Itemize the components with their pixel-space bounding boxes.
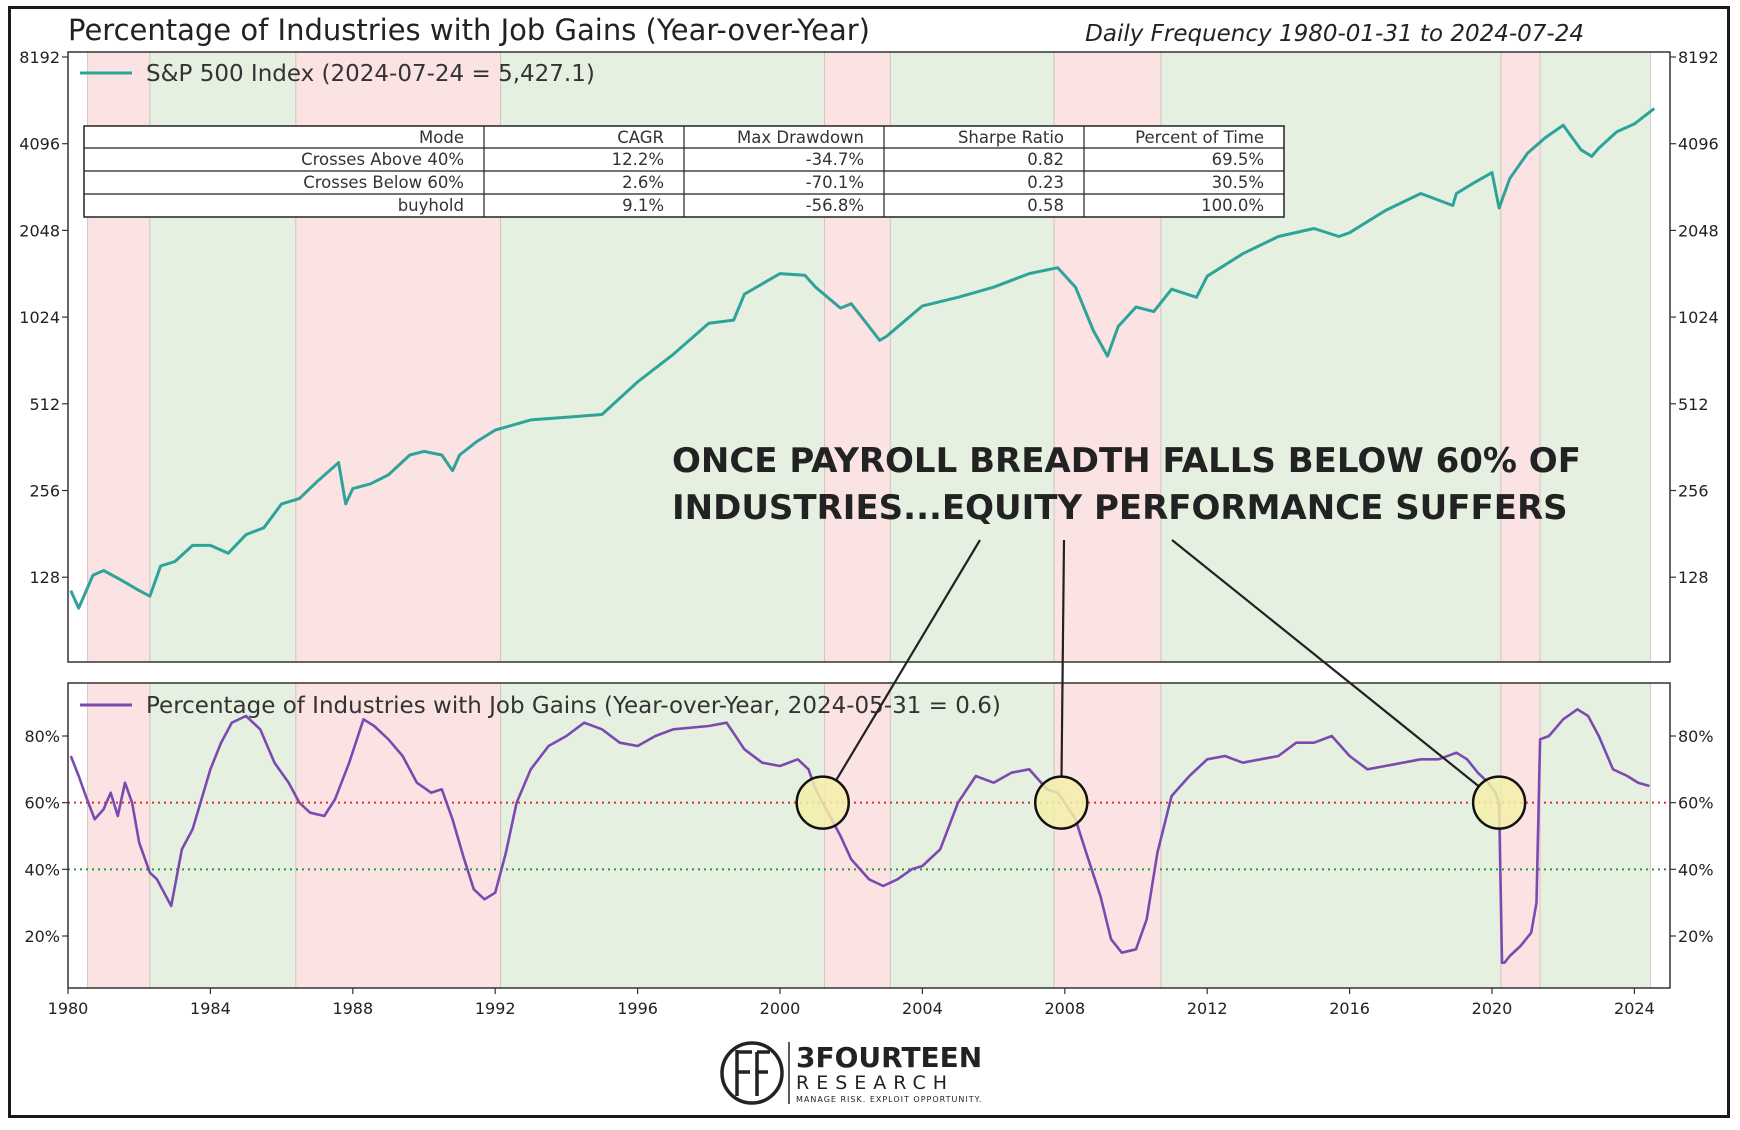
bottom-panel-border [67,682,1671,989]
top-y-tick-label-left: 2048 [19,221,60,240]
x-tick-label: 1988 [332,999,373,1018]
callout-group [795,539,1527,830]
annotation-line-1: ONCE PAYROLL BREADTH FALLS BELOW 60% OF [672,441,1581,481]
bottom-panel-regions [87,683,1651,988]
callout-connector [1171,539,1480,788]
table-cell: -70.1% [806,173,864,192]
bottom-panel-y-ticks: 20% 20% 40% 40% 60% 60% 80% 80% [24,727,1713,946]
top-region-green [1540,52,1651,662]
x-tick-label: 2020 [1472,999,1513,1018]
annotation-line-2: INDUSTRIES...EQUITY PERFORMANCE SUFFERS [672,488,1568,528]
bottom-region-red [824,683,891,988]
bottom-y-tick-label-left: 40% [24,860,60,879]
table-cell: -34.7% [806,150,864,169]
bottom-y-tick-label-right: 80% [1678,727,1714,746]
bottom-region-green [500,683,825,988]
top-y-tick-label-left: 128 [29,568,60,587]
x-tick-label: 2008 [1044,999,1085,1018]
breadth-legend-label: Percentage of Industries with Job Gains … [146,693,1001,719]
bottom-y-tick-label-left: 80% [24,727,60,746]
bottom-region-green [1160,683,1501,988]
callout-circle [1471,775,1527,830]
x-tick-label: 1996 [617,999,658,1018]
bottom-y-tick-label-left: 60% [24,794,60,813]
logo-mark-icon [735,1050,770,1096]
company-logo: 3FOURTEEN RESEARCH MANAGE RISK. EXPLOIT … [720,1041,982,1105]
table-cell: 9.1% [622,196,664,215]
callout-connector [1060,539,1066,777]
table-cell: 12.2% [612,150,664,169]
top-y-tick-label-right: 2048 [1678,221,1719,240]
table-cell: 69.5% [1212,150,1264,169]
callout-connector [835,539,981,781]
bottom-region-green [149,683,296,988]
table-header-cell: Max Drawdown [737,128,864,147]
logo-tagline: MANAGE RISK. EXPLOIT OPPORTUNITY. [796,1095,982,1104]
top-y-tick-label-right: 4096 [1678,135,1719,154]
top-y-tick-label-left: 512 [29,395,60,414]
sp500-line-group [69,107,1656,610]
top-y-tick-label-right: 512 [1678,395,1709,414]
x-tick-label: 1992 [475,999,516,1018]
x-tick-label: 2012 [1187,999,1228,1018]
top-y-tick-label-right: 8192 [1678,48,1719,67]
top-y-tick-label-left: 1024 [19,308,60,327]
table-cell: 2.6% [622,173,664,192]
x-tick-label: 2016 [1329,999,1370,1018]
x-tick-label: 1984 [190,999,231,1018]
table-header-cell: CAGR [617,128,664,147]
top-y-tick-label-right: 1024 [1678,308,1719,327]
top-y-tick-label-right: 256 [1678,482,1709,501]
table-header-cell: Mode [419,128,464,147]
table-cell: buyhold [398,196,464,215]
bottom-region-red [87,683,150,988]
logo-sub: RESEARCH [796,1072,954,1094]
bottom-region-green [1540,683,1651,988]
top-panel-border [67,51,1671,663]
bottom-y-tick-label-right: 20% [1678,927,1714,946]
bottom-y-tick-label-right: 40% [1678,860,1714,879]
bottom-region-red [1500,683,1541,988]
stats-table: Mode CAGR Max Drawdown Sharpe Ratio Percent … [83,125,1285,218]
x-tick-label: 2000 [760,999,801,1018]
x-tick-label: 2024 [1614,999,1655,1018]
breadth-line-group [69,707,1650,965]
top-region-red [1500,52,1541,662]
table-cell: Crosses Below 60% [303,173,464,192]
breadth-series-line [69,707,1650,965]
top-y-tick-label-right: 128 [1678,568,1709,587]
bottom-region-red [295,683,501,988]
table-cell: -56.8% [806,196,864,215]
bottom-region-red [1054,683,1161,988]
bottom-y-tick-label-right: 60% [1678,794,1714,813]
table-cell: 0.23 [1027,173,1064,192]
x-tick-label: 2004 [902,999,943,1018]
callout-circle [1033,775,1089,830]
table-cell: 30.5% [1212,173,1264,192]
bottom-y-tick-label-left: 20% [24,927,60,946]
table-cell: 0.58 [1027,196,1064,215]
top-y-tick-label-left: 4096 [19,135,60,154]
logo-name: 3FOURTEEN [796,1041,982,1074]
callout-circle [795,775,850,830]
table-header-cell: Percent of Time [1135,128,1264,147]
x-tick-label: 1980 [48,999,89,1018]
top-y-tick-label-left: 256 [29,482,60,501]
logo-circle-icon [720,1041,784,1105]
table-cell: Crosses Above 40% [301,150,464,169]
table-cell: 0.82 [1027,150,1064,169]
x-axis-ticks: 1980 1984 1988 1992 1996 2000 2004 2008 2012 2016… [48,988,1655,1018]
bottom-region-green [890,683,1055,988]
sp500-legend-label: S&P 500 Index (2024-07-24 = 5,427.1) [146,61,595,87]
chart-title: Percentage of Industries with Job Gains … [68,13,870,47]
top-panel-y-ticks: 128 128 256 256 512 512 1024 1024 2048 2048 4096 40… [19,48,1718,587]
table-header-cell: Sharpe Ratio [958,128,1064,147]
top-y-tick-label-left: 8192 [19,48,60,67]
sp500-series-line [69,107,1656,610]
chart-subtitle: Daily Frequency 1980-01-31 to 2024-07-24 [1085,21,1584,47]
table-cell: 100.0% [1201,196,1264,215]
